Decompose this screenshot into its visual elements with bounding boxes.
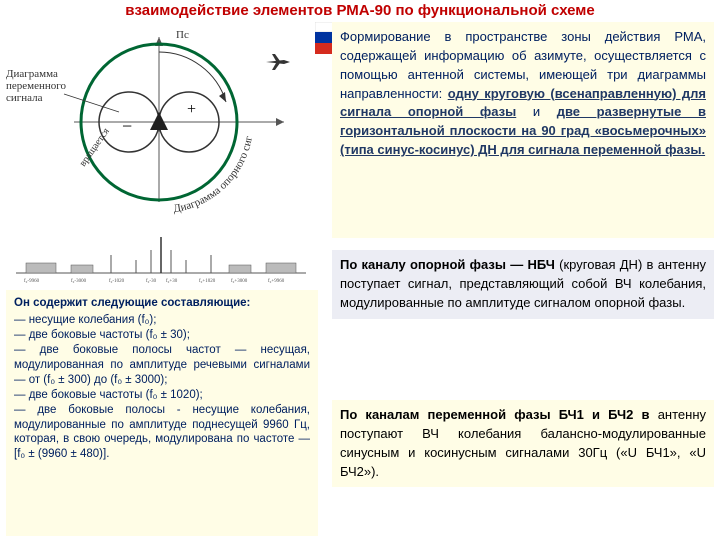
svg-text:f₀-3000: f₀-3000 bbox=[71, 279, 87, 284]
components-item: — две боковые частоты (f₀ ± 30); bbox=[14, 328, 310, 343]
svg-text:сигнала: сигнала bbox=[6, 92, 43, 104]
svg-text:−: − bbox=[122, 116, 132, 136]
components-heading: Он содержит следующие составляющие: bbox=[14, 296, 310, 311]
svg-text:Пс: Пс bbox=[176, 29, 189, 41]
components-item: — две боковые полосы - несущие колебания… bbox=[14, 403, 310, 463]
reference-phase-box: По каналу опорной фазы — НБЧ (круговая Д… bbox=[332, 250, 714, 319]
svg-text:f₀+9960: f₀+9960 bbox=[268, 279, 285, 284]
svg-text:переменного: переменного bbox=[6, 80, 67, 92]
spectrum-diagram: f₀-9960 f₀-3000 f₀-1020 f₀-30 f₀+30 f₀+1… bbox=[16, 235, 306, 285]
svg-text:f₀+3000: f₀+3000 bbox=[231, 279, 248, 284]
svg-text:Диаграмма: Диаграмма bbox=[6, 68, 58, 80]
svg-text:f₀-9960: f₀-9960 bbox=[24, 279, 40, 284]
svg-text:f₀-30: f₀-30 bbox=[146, 279, 157, 284]
zone-formation-box: Формирование в пространстве зоны действи… bbox=[332, 22, 714, 238]
svg-text:f₀-1020: f₀-1020 bbox=[109, 279, 125, 284]
antenna-diagram: + − вращается Пс Диаграмма переменного с… bbox=[4, 22, 314, 232]
components-box: Он содержит следующие составляющие: — не… bbox=[6, 290, 318, 536]
components-item: — несущие колебания (f₀); bbox=[14, 313, 310, 328]
svg-text:+: + bbox=[187, 101, 196, 118]
variable-phase-box: По каналам переменной фазы БЧ1 и БЧ2 в а… bbox=[332, 400, 714, 487]
components-item: — две боковые частоты (f₀ ± 1020); bbox=[14, 388, 310, 403]
svg-text:f₀+1020: f₀+1020 bbox=[199, 279, 216, 284]
svg-text:f₀+30: f₀+30 bbox=[166, 279, 178, 284]
page-title: взаимодействие элементов РМА-90 по функц… bbox=[0, 2, 720, 19]
components-item: — две боковые полосы частот — несущая, м… bbox=[14, 343, 310, 388]
